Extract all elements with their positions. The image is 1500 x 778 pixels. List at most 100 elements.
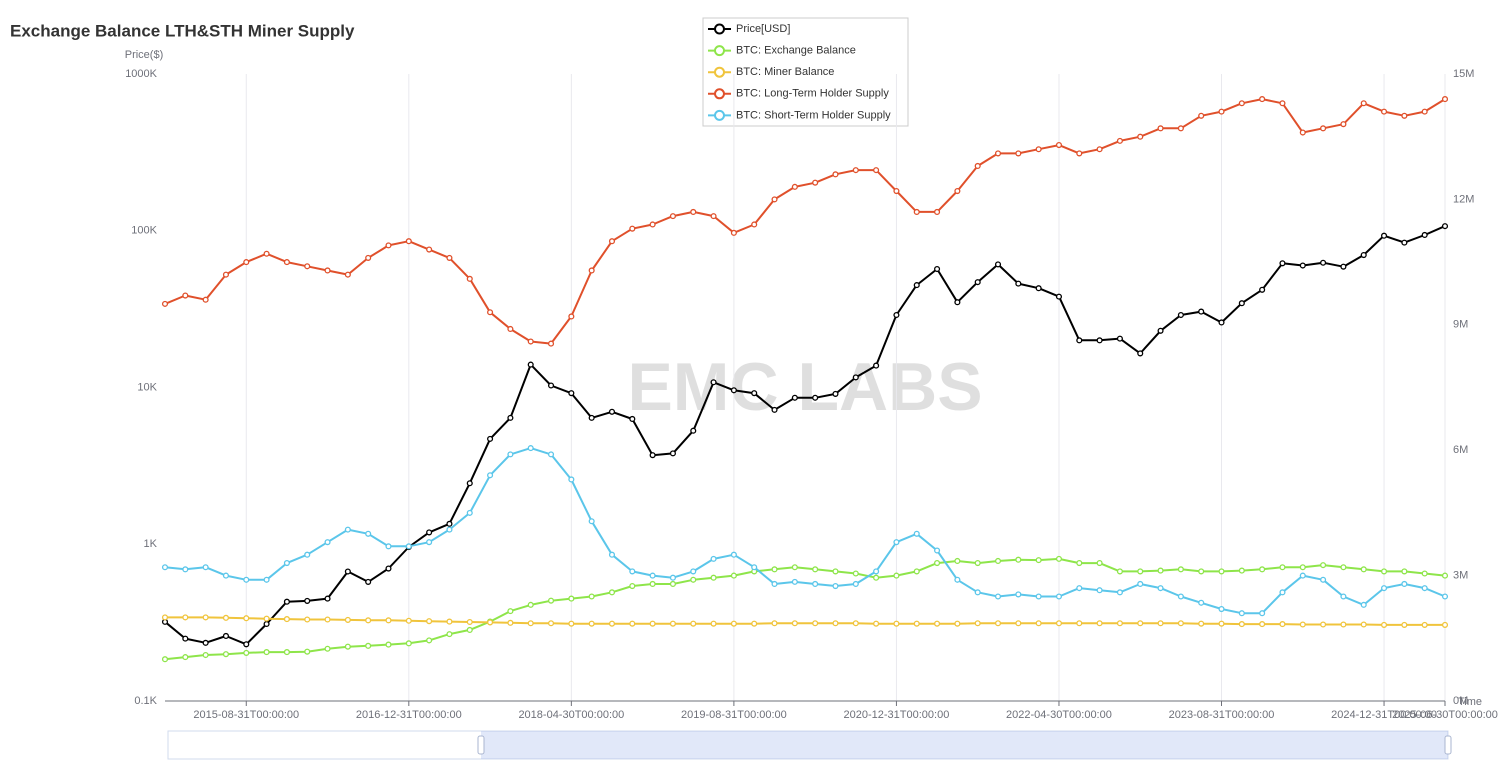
data-point bbox=[1279, 100, 1286, 107]
legend-label: BTC: Short-Term Holder Supply bbox=[736, 109, 891, 121]
data-point bbox=[1380, 568, 1388, 575]
data-point bbox=[365, 642, 372, 649]
data-point bbox=[1015, 150, 1022, 157]
data-point bbox=[202, 564, 209, 571]
data-point bbox=[1198, 568, 1205, 575]
data-point bbox=[1279, 260, 1286, 267]
data-point bbox=[405, 617, 412, 624]
data-point bbox=[1096, 587, 1103, 594]
legend-item[interactable]: Price[USD] bbox=[708, 23, 790, 35]
data-point bbox=[710, 620, 717, 627]
zoom-handle[interactable] bbox=[1444, 735, 1452, 755]
data-point bbox=[974, 162, 981, 170]
y-axis-label: Price($) bbox=[125, 49, 164, 61]
legend-label: Price[USD] bbox=[736, 23, 790, 35]
data-point bbox=[304, 648, 311, 655]
y-tick-label: 0.1K bbox=[134, 695, 157, 707]
data-point bbox=[1320, 125, 1327, 132]
data-point bbox=[1218, 108, 1225, 115]
data-point bbox=[751, 221, 758, 228]
data-point bbox=[1137, 620, 1144, 627]
data-point bbox=[405, 238, 412, 245]
data-point bbox=[1320, 562, 1327, 569]
data-point bbox=[852, 620, 859, 627]
data-point bbox=[1360, 566, 1367, 573]
x-tick-label: 2025-06-30T00:00:00 bbox=[1392, 709, 1498, 721]
data-point bbox=[1401, 568, 1408, 575]
data-zoom[interactable] bbox=[167, 730, 1452, 760]
legend-item[interactable]: BTC: Miner Balance bbox=[708, 66, 834, 78]
legend-label: BTC: Exchange Balance bbox=[736, 45, 856, 57]
data-point bbox=[934, 208, 941, 215]
data-point bbox=[1116, 620, 1123, 627]
data-point bbox=[669, 213, 676, 220]
data-point bbox=[426, 539, 433, 546]
data-point bbox=[669, 580, 676, 588]
data-point bbox=[1015, 556, 1022, 563]
data-point bbox=[568, 595, 575, 602]
data-point bbox=[994, 557, 1002, 565]
data-point bbox=[812, 179, 819, 186]
data-point bbox=[324, 645, 331, 652]
data-point bbox=[1116, 335, 1123, 342]
data-point bbox=[385, 543, 392, 550]
legend-item[interactable]: BTC: Long-Term Holder Supply bbox=[708, 88, 889, 100]
data-point bbox=[1116, 589, 1123, 596]
data-point bbox=[161, 656, 169, 663]
data-point bbox=[1421, 621, 1428, 628]
data-point bbox=[791, 394, 798, 401]
data-point bbox=[487, 435, 494, 442]
data-point bbox=[507, 608, 514, 615]
data-point bbox=[446, 618, 453, 625]
data-point bbox=[873, 568, 880, 575]
legend-label: BTC: Long-Term Holder Supply bbox=[736, 88, 889, 100]
data-point bbox=[832, 620, 839, 627]
legend-symbol bbox=[714, 45, 725, 57]
data-point bbox=[1441, 572, 1449, 579]
data-point bbox=[913, 530, 920, 537]
zoom-handle[interactable] bbox=[477, 735, 485, 755]
data-point bbox=[629, 620, 636, 627]
data-point bbox=[1198, 112, 1205, 119]
data-point bbox=[426, 529, 433, 536]
data-point bbox=[1441, 593, 1449, 600]
data-point bbox=[751, 564, 758, 571]
data-point bbox=[994, 261, 1002, 268]
data-point bbox=[446, 254, 453, 261]
data-point bbox=[934, 265, 941, 273]
data-point bbox=[161, 300, 169, 307]
data-point bbox=[263, 576, 270, 583]
data-point bbox=[1401, 580, 1408, 588]
legend-item[interactable]: BTC: Exchange Balance bbox=[708, 45, 856, 57]
data-point bbox=[1299, 621, 1306, 628]
x-tick-label: 2018-04-30T00:00:00 bbox=[518, 709, 624, 721]
data-point bbox=[1259, 96, 1266, 103]
data-point bbox=[304, 551, 311, 558]
data-point bbox=[1380, 621, 1388, 628]
y2-tick-label: 12M bbox=[1453, 193, 1474, 205]
data-point bbox=[1340, 121, 1347, 128]
data-point bbox=[507, 619, 514, 626]
data-point bbox=[913, 620, 920, 627]
data-point bbox=[324, 539, 331, 546]
data-point bbox=[873, 362, 880, 369]
data-point bbox=[487, 309, 494, 316]
data-point bbox=[1259, 566, 1266, 573]
data-point bbox=[710, 574, 717, 581]
data-point bbox=[1116, 568, 1123, 575]
legend-label: BTC: Miner Balance bbox=[736, 66, 834, 78]
data-point bbox=[1380, 232, 1388, 239]
data-point bbox=[1096, 337, 1103, 344]
data-point bbox=[466, 275, 473, 282]
data-point bbox=[1096, 560, 1103, 567]
data-point bbox=[161, 614, 169, 621]
data-point bbox=[344, 568, 351, 575]
data-point bbox=[222, 632, 230, 640]
zoom-selection[interactable] bbox=[481, 731, 1448, 759]
legend-symbol bbox=[714, 109, 725, 121]
data-point bbox=[873, 167, 880, 174]
legend-item[interactable]: BTC: Short-Term Holder Supply bbox=[708, 109, 891, 121]
data-point bbox=[507, 325, 514, 333]
series bbox=[161, 96, 1449, 347]
data-point bbox=[487, 619, 494, 626]
